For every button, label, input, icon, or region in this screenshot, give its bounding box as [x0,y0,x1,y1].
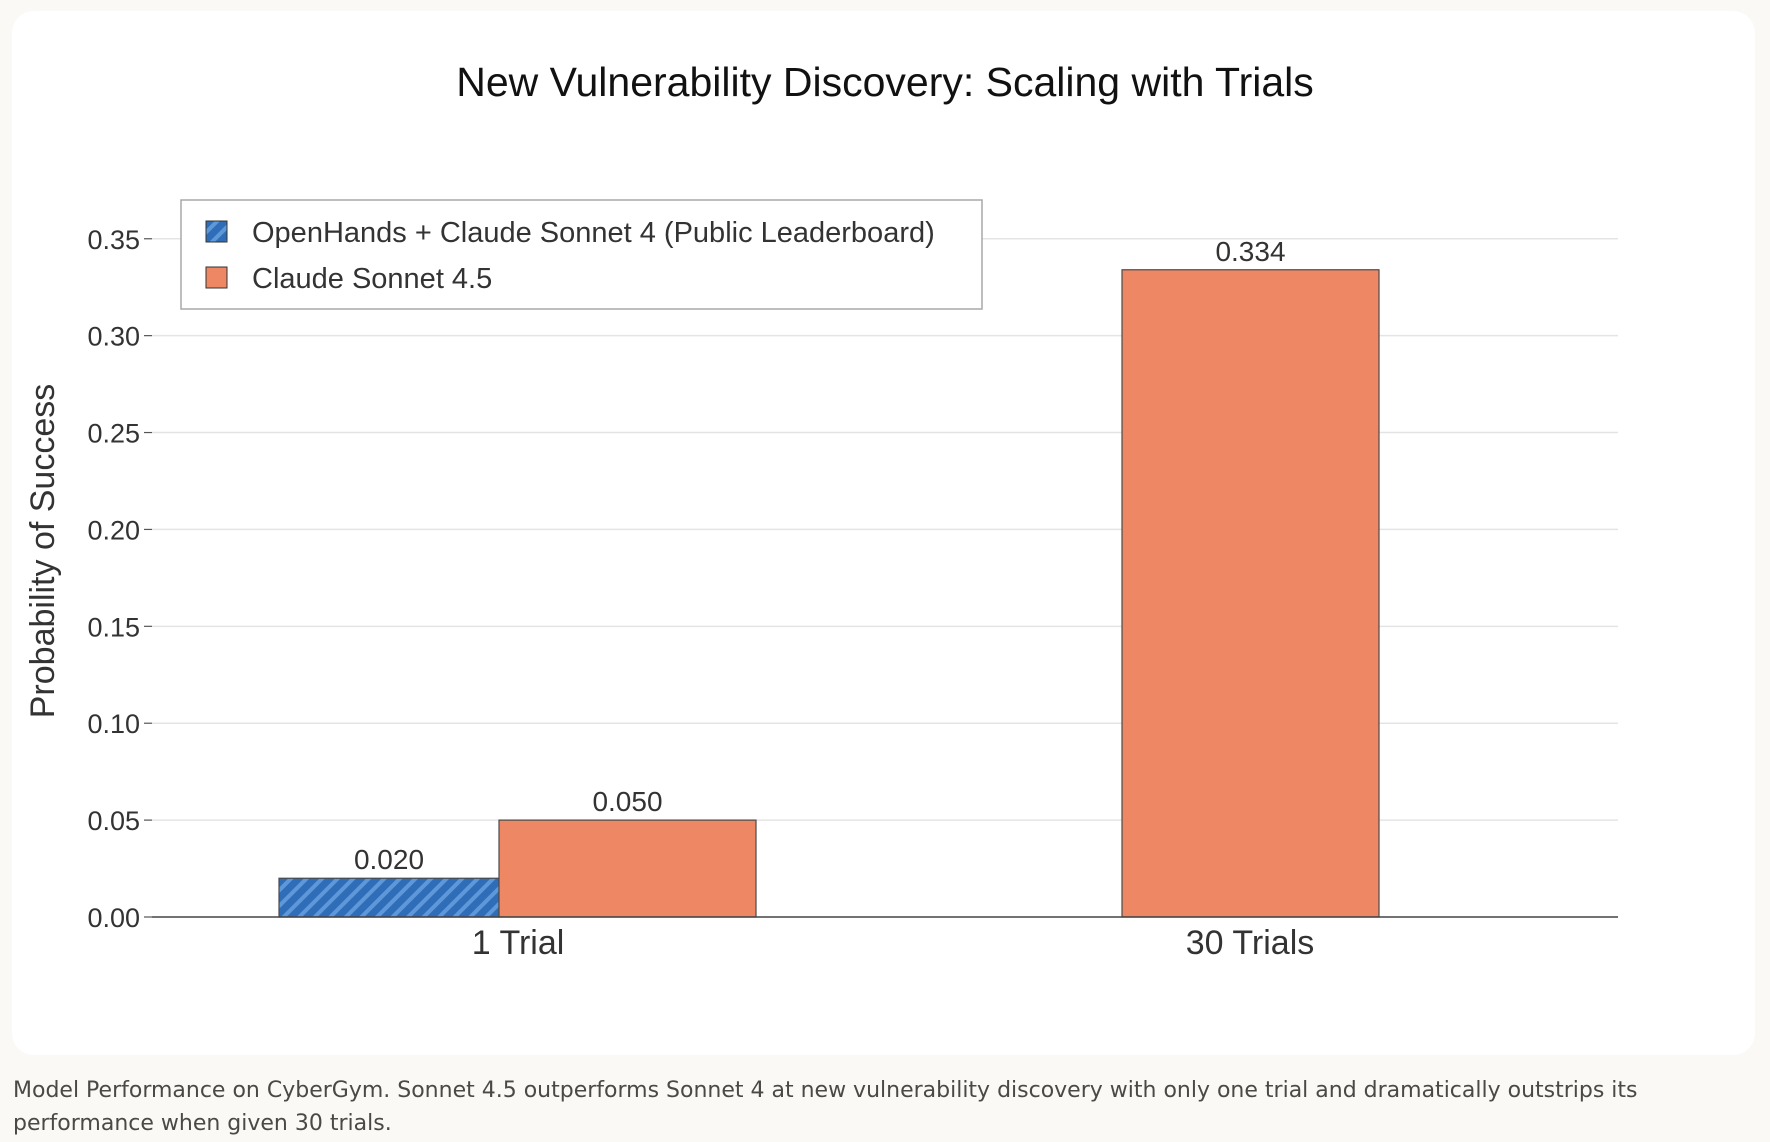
y-axis-ticks: 0.00 0.05 0.10 0.15 0.20 0.25 0.30 0.35 [87,225,152,933]
y-tick-label: 0.05 [87,806,140,836]
y-tick-label: 0.30 [87,322,140,352]
bar [498,819,757,918]
bar-chart: New Vulnerability Discovery: Scaling wit… [24,59,1618,962]
y-tick-label: 0.35 [87,225,140,255]
data-label: 0.050 [592,786,662,817]
legend-entry: Claude Sonnet 4.5 [252,263,492,295]
figure-caption: Model Performance on CyberGym. Sonnet 4.… [13,1078,1638,1136]
data-label: 0.334 [1215,236,1285,267]
data-label: 0.020 [354,844,424,875]
bar [278,877,500,918]
y-tick-label: 0.00 [87,903,140,933]
legend-entry: OpenHands + Claude Sonnet 4 (Public Lead… [252,217,935,249]
bar [1121,269,1380,918]
y-tick-label: 0.10 [87,709,140,739]
y-axis-label: Probability of Success [24,384,62,719]
y-tick-label: 0.15 [87,612,140,642]
legend-swatch [205,220,228,243]
y-tick-label: 0.25 [87,419,140,449]
x-axis-ticks: 1 Trial 30 Trials [472,924,1315,962]
y-tick-label: 0.20 [87,515,140,545]
x-tick-label: 1 Trial [472,924,565,962]
gridlines [152,238,1618,821]
legend: OpenHands + Claude Sonnet 4 (Public Lead… [180,199,983,310]
x-tick-label: 30 Trials [1186,924,1315,962]
legend-swatch [205,266,228,289]
bars: 0.020 0.050 0.334 [152,236,1618,918]
legend-box [180,199,983,310]
chart-title: New Vulnerability Discovery: Scaling wit… [456,59,1314,105]
